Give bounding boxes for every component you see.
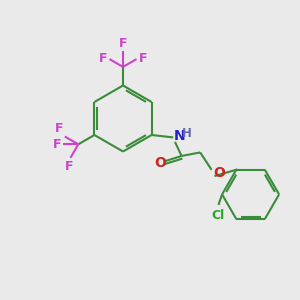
Text: F: F [139,52,147,65]
Text: Cl: Cl [212,209,225,222]
Text: F: F [119,37,127,50]
Text: F: F [55,122,63,135]
Text: F: F [65,160,73,173]
Text: O: O [154,156,166,170]
Text: N: N [174,129,185,143]
Text: O: O [213,166,225,180]
Text: H: H [182,127,191,140]
Text: F: F [52,138,61,151]
Text: F: F [99,52,107,65]
